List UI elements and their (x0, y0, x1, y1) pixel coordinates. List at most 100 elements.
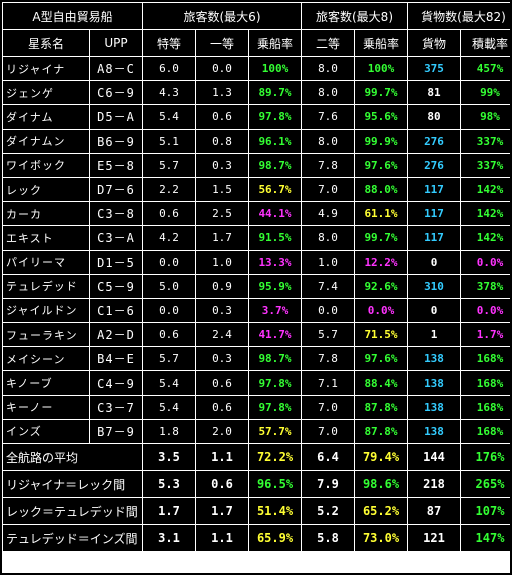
group-header-passenger1: 旅客数(最大6) (143, 3, 301, 29)
rate2-value: 88.4% (355, 371, 407, 395)
load-rate: 1.7% (461, 323, 512, 347)
cargo-count: 276 (408, 153, 460, 177)
second-count: 7.8 (302, 347, 354, 371)
summary-special: 3.5 (143, 444, 195, 470)
summary-rate1: 65.9% (249, 525, 301, 551)
summary-second: 6.4 (302, 444, 354, 470)
second-count: 7.6 (302, 105, 354, 129)
system-name: ダイナム (3, 105, 89, 129)
second-count: 7.4 (302, 274, 354, 298)
rate1-value: 44.1% (249, 202, 301, 226)
cargo-count: 1 (408, 323, 460, 347)
header-upp: UPP (90, 30, 142, 56)
first-count: 0.3 (196, 153, 248, 177)
summary-rate1: 72.2% (249, 444, 301, 470)
special-count: 5.7 (143, 153, 195, 177)
first-count: 0.3 (196, 298, 248, 323)
summary-load: 176% (461, 444, 512, 470)
cargo-count: 138 (408, 419, 460, 443)
second-count: 0.0 (302, 298, 354, 323)
first-count: 2.0 (196, 419, 248, 443)
cargo-count: 80 (408, 105, 460, 129)
summary-special: 5.3 (143, 471, 195, 497)
rate1-value: 100% (249, 57, 301, 81)
second-count: 7.0 (302, 395, 354, 419)
second-count: 7.0 (302, 177, 354, 202)
first-count: 0.0 (196, 57, 248, 81)
system-name: ダイナムン (3, 129, 89, 153)
system-name: メイシーン (3, 347, 89, 371)
header-rate2: 乗船率 (355, 30, 407, 56)
second-count: 1.0 (302, 250, 354, 274)
second-count: 8.0 (302, 81, 354, 105)
load-rate: 457% (461, 57, 512, 81)
first-count: 1.5 (196, 177, 248, 202)
second-count: 8.0 (302, 129, 354, 153)
summary-second: 7.9 (302, 471, 354, 497)
rate2-value: 71.5% (355, 323, 407, 347)
first-count: 1.3 (196, 81, 248, 105)
rate1-value: 97.8% (249, 395, 301, 419)
load-rate: 142% (461, 202, 512, 226)
load-rate: 98% (461, 105, 512, 129)
rate1-value: 13.3% (249, 250, 301, 274)
cargo-count: 0 (408, 298, 460, 323)
rate2-value: 95.6% (355, 105, 407, 129)
summary-load: 107% (461, 498, 512, 524)
summary-rate2: 98.6% (355, 471, 407, 497)
first-count: 2.5 (196, 202, 248, 226)
special-count: 5.4 (143, 371, 195, 395)
cargo-count: 117 (408, 226, 460, 250)
system-name: リジャイナ (3, 57, 89, 81)
rate1-value: 3.7% (249, 298, 301, 323)
cargo-count: 276 (408, 129, 460, 153)
summary-rate1: 51.4% (249, 498, 301, 524)
first-count: 1.0 (196, 250, 248, 274)
rate2-value: 97.6% (355, 153, 407, 177)
special-count: 0.6 (143, 202, 195, 226)
summary-special: 3.1 (143, 525, 195, 551)
group-header-passenger2: 旅客数(最大8) (302, 3, 407, 29)
system-name: キノーブ (3, 371, 89, 395)
second-count: 5.7 (302, 323, 354, 347)
rate2-value: 92.6% (355, 274, 407, 298)
system-upp: C3－7 (90, 395, 142, 419)
second-count: 4.9 (302, 202, 354, 226)
rate1-value: 96.1% (249, 129, 301, 153)
system-upp: C3－A (90, 226, 142, 250)
system-name: エキスト (3, 226, 89, 250)
header-loadrate: 積載率 (461, 30, 512, 56)
first-count: 0.6 (196, 395, 248, 419)
rate2-value: 87.8% (355, 419, 407, 443)
second-count: 8.0 (302, 57, 354, 81)
rate2-value: 99.9% (355, 129, 407, 153)
rate1-value: 95.9% (249, 274, 301, 298)
system-upp: A2－D (90, 323, 142, 347)
summary-cargo: 218 (408, 471, 460, 497)
system-upp: E5－8 (90, 153, 142, 177)
special-count: 5.4 (143, 395, 195, 419)
system-upp: D7－6 (90, 177, 142, 202)
system-upp: C6－9 (90, 81, 142, 105)
summary-rate2: 65.2% (355, 498, 407, 524)
rate2-value: 12.2% (355, 250, 407, 274)
rate2-value: 99.7% (355, 226, 407, 250)
system-name: フューラキン (3, 323, 89, 347)
first-count: 0.6 (196, 105, 248, 129)
special-count: 4.2 (143, 226, 195, 250)
system-upp: B7－9 (90, 419, 142, 443)
special-count: 4.3 (143, 81, 195, 105)
special-count: 2.2 (143, 177, 195, 202)
cargo-count: 138 (408, 395, 460, 419)
header-cargo: 貨物 (408, 30, 460, 56)
system-upp: A8－C (90, 57, 142, 81)
system-name: キーノー (3, 395, 89, 419)
summary-first: 1.1 (196, 525, 248, 551)
first-count: 0.9 (196, 274, 248, 298)
summary-special: 1.7 (143, 498, 195, 524)
summary-rate1: 96.5% (249, 471, 301, 497)
rate1-value: 57.7% (249, 419, 301, 443)
rate2-value: 99.7% (355, 81, 407, 105)
load-rate: 168% (461, 395, 512, 419)
system-name: パイリーマ (3, 250, 89, 274)
